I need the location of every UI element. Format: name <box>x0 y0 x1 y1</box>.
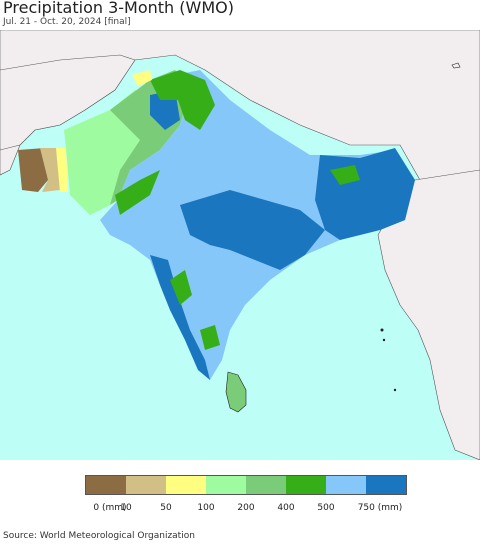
region-yellow-kashmir <box>132 70 152 86</box>
map-subtitle: Jul. 21 - Oct. 20, 2024 [final] <box>3 17 131 27</box>
color-legend <box>85 475 407 495</box>
region-dry-west <box>18 148 48 192</box>
legend-tick-4: 200 <box>237 503 255 513</box>
region-tan-west <box>40 148 60 192</box>
legend-swatch-2 <box>126 476 166 494</box>
precipitation-map <box>0 30 480 460</box>
maldives-marker <box>451 62 461 69</box>
legend-tick-6: 500 <box>317 503 335 513</box>
source-credit: Source: World Meteorological Organizatio… <box>3 531 195 541</box>
land-west <box>0 54 136 151</box>
region-darkblue-central <box>180 190 325 270</box>
andaman-islands <box>380 328 384 332</box>
legend-tick-2: 50 <box>160 503 172 513</box>
legend-swatch-5 <box>246 476 286 494</box>
legend-tick-7: 750 (mm) <box>357 503 403 513</box>
legend-swatch-3 <box>166 476 206 494</box>
region-green-rajasthan <box>115 170 160 215</box>
legend-swatch-4 <box>206 476 246 494</box>
map-title: Precipitation 3-Month (WMO) <box>3 0 234 17</box>
legend-swatch-7 <box>326 476 366 494</box>
region-yellow-west <box>56 148 68 192</box>
nicobar-islands <box>393 388 397 392</box>
region-darkblue-west-coast <box>150 255 210 380</box>
legend-swatch-8 <box>366 476 406 494</box>
legend-tick-5: 400 <box>277 503 295 513</box>
legend-swatch-1 <box>86 476 126 494</box>
region-green-northeast <box>330 165 360 185</box>
region-green-south <box>200 325 220 350</box>
region-green-himalaya <box>150 70 215 130</box>
sri-lanka <box>225 371 247 413</box>
legend-tick-0: 0 (mm) <box>93 503 127 513</box>
legend-tick-1: 10 <box>120 503 132 513</box>
andaman-islands-2 <box>382 338 386 342</box>
legend-swatch-6 <box>286 476 326 494</box>
legend-tick-3: 100 <box>197 503 215 513</box>
region-green-deccan <box>170 270 192 305</box>
land-east <box>377 169 480 460</box>
